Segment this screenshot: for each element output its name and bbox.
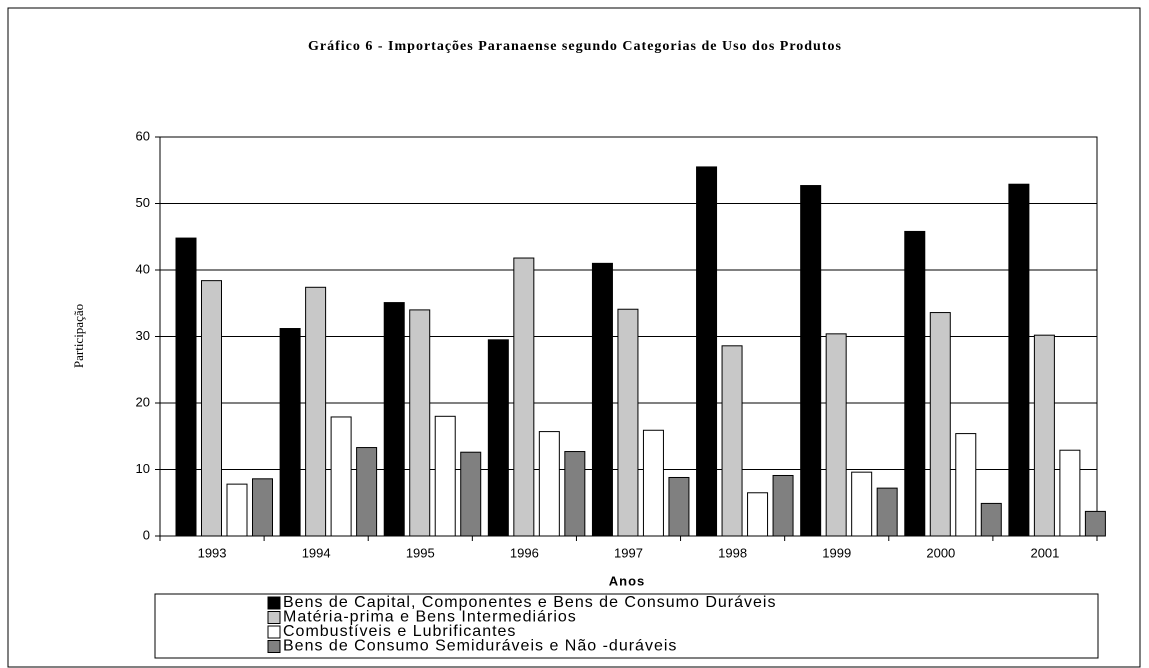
bar — [1033, 334, 1055, 537]
x-tick-label: 2000 — [926, 545, 955, 560]
bar — [460, 451, 482, 537]
bar — [538, 431, 560, 537]
x-tick-label: 1994 — [302, 545, 331, 560]
y-tick-label: 50 — [136, 195, 150, 210]
bar — [252, 478, 273, 537]
y-tick-label: 60 — [136, 128, 150, 143]
bar — [330, 416, 352, 537]
x-tick-label: 1999 — [822, 545, 851, 560]
bar — [955, 433, 977, 537]
bar — [668, 476, 690, 537]
x-tick-label: 1997 — [614, 545, 643, 560]
bar — [279, 328, 301, 537]
bar — [434, 415, 456, 537]
bar — [1008, 183, 1030, 537]
bar — [904, 230, 926, 537]
y-tick-label: 40 — [136, 261, 150, 276]
bar — [642, 429, 664, 537]
bar — [383, 302, 405, 537]
legend-label: Bens de Consumo Semiduráveis e Não -durá… — [283, 638, 677, 655]
bar — [1059, 449, 1081, 537]
legend-swatch — [267, 596, 281, 610]
legend-label: Matéria-prima e Bens Intermediários — [283, 609, 577, 626]
bar — [175, 237, 197, 537]
x-tick-label: 1996 — [510, 545, 539, 560]
bar — [696, 166, 718, 537]
chart-title: Gráfico 6 - Importações Paranaense segun… — [308, 39, 842, 54]
x-tick-label: 2001 — [1030, 545, 1059, 560]
x-tick-label: 1993 — [198, 545, 227, 560]
bar — [929, 312, 951, 537]
y-tick-label: 10 — [136, 461, 150, 476]
bar — [980, 502, 1002, 537]
bar — [851, 471, 873, 537]
y-tick-label: 0 — [143, 527, 150, 542]
bar — [356, 447, 378, 537]
x-tick-label: 1995 — [406, 545, 435, 560]
bar — [305, 286, 327, 537]
y-tick-label: 30 — [136, 328, 150, 343]
legend-swatch — [267, 611, 281, 624]
y-tick-label: 20 — [136, 394, 150, 409]
bar — [226, 483, 248, 537]
bar — [1084, 510, 1106, 537]
bar — [876, 487, 898, 537]
bar — [564, 451, 586, 537]
legend-label: Combustíveis e Lubrificantes — [283, 623, 516, 640]
bar — [591, 262, 613, 537]
bar — [772, 474, 794, 537]
bar — [201, 280, 222, 537]
legend-swatch — [267, 640, 281, 653]
y-axis-label: Participação — [71, 304, 86, 368]
bar — [409, 309, 431, 537]
bar — [487, 339, 509, 537]
legend-swatch — [267, 625, 281, 639]
x-axis-label: Anos — [609, 573, 646, 588]
bar — [747, 492, 769, 537]
bar — [721, 345, 743, 537]
bar — [825, 333, 847, 537]
legend-label: Bens de Capital, Componentes e Bens de C… — [283, 594, 776, 611]
x-tick-label: 1998 — [718, 545, 747, 560]
bar — [617, 308, 639, 537]
bar — [513, 257, 535, 537]
legend-box — [154, 593, 1099, 659]
bar — [800, 185, 822, 537]
